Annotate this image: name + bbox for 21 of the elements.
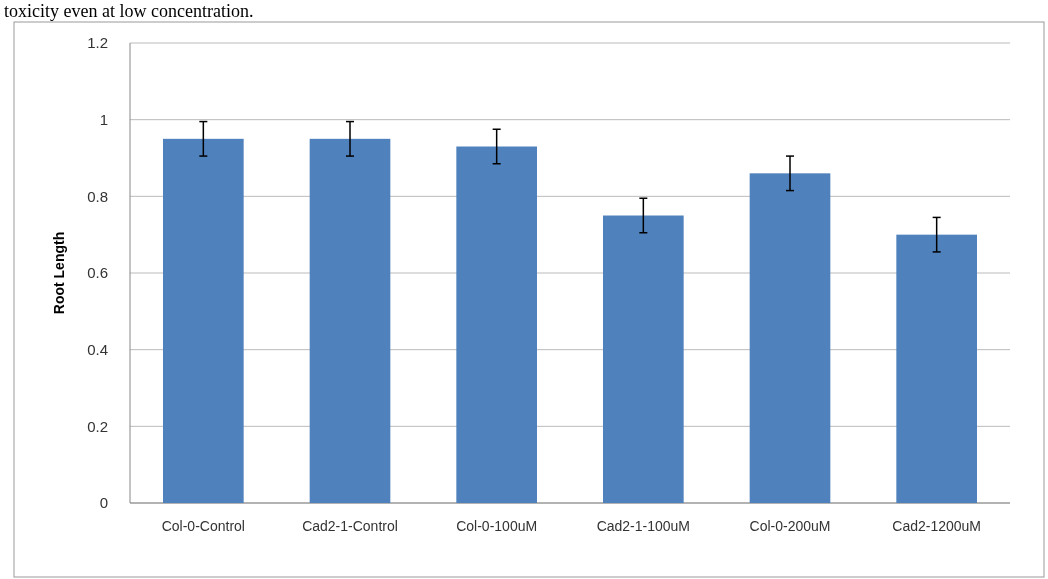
- y-tick-label: 1: [99, 110, 108, 128]
- x-tick-label: Cad2-1200uM: [892, 518, 982, 534]
- y-tick-label: 1.2: [87, 34, 108, 52]
- bar: [896, 234, 977, 503]
- y-tick-label: 0.8: [87, 187, 108, 205]
- y-tick-label: 0.6: [87, 264, 108, 282]
- bar: [749, 173, 831, 503]
- bar: [456, 146, 537, 503]
- bar: [309, 138, 391, 503]
- y-axis-title: Root Length: [51, 231, 67, 315]
- x-tick-label: Cad2-1-Control: [302, 518, 398, 534]
- bar: [163, 138, 244, 503]
- x-tick-label: Col-0-Control: [161, 518, 245, 534]
- y-tick-label: 0.2: [87, 417, 108, 435]
- x-tick-label: Col-0-100uM: [456, 518, 538, 534]
- x-tick-label: Col-0-200uM: [749, 518, 831, 534]
- y-tick-label: 0: [99, 494, 108, 512]
- text: toxicity even at low concentration.: [4, 1, 254, 21]
- bar: [603, 215, 684, 503]
- y-tick-label: 0.4: [87, 340, 108, 358]
- x-tick-label: Cad2-1-100uM: [596, 518, 691, 534]
